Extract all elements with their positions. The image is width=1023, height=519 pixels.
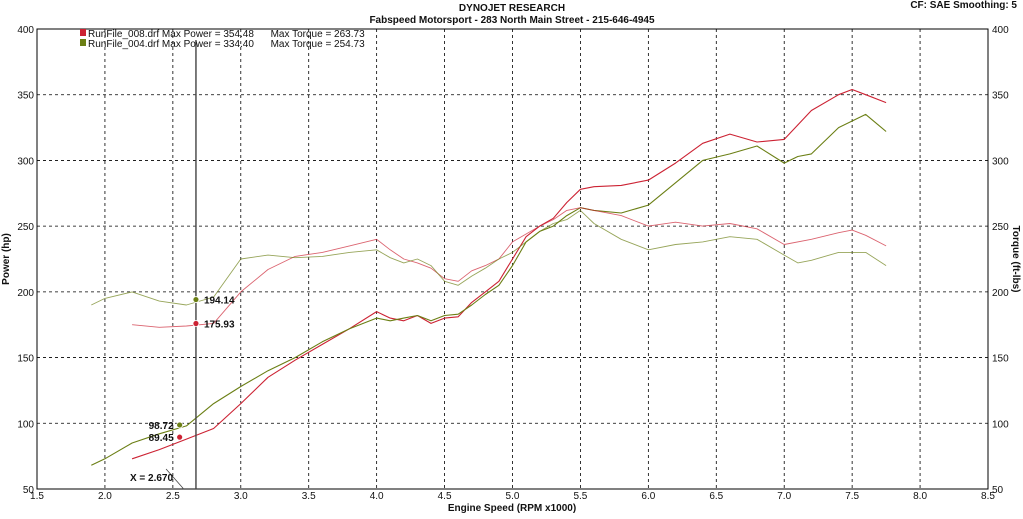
y-tick-label-right: 350 [992, 91, 1009, 102]
legend-entry-runfile-008[interactable]: RunFile_008.drf Max Power = 354.48 Max T… [80, 29, 365, 40]
x-tick-label: 3.5 [302, 491, 316, 502]
y-axis-title-left: Power (hp) [1, 233, 12, 285]
marker-dot [176, 433, 184, 441]
x-tick-label: 5.0 [506, 491, 520, 502]
cursor-pointer [165, 468, 185, 490]
y-tick-label-right: 50 [992, 485, 1004, 496]
y-tick-label-left: 350 [17, 91, 34, 102]
x-tick-label: 8.5 [981, 491, 995, 502]
x-tick-label: 7.5 [845, 491, 859, 502]
marker-label: 89.45 [149, 433, 174, 444]
x-tick-label: 7.0 [777, 491, 791, 502]
series-line-runfile-008-drf-torque [132, 207, 887, 328]
x-tick-label: 4.0 [370, 491, 384, 502]
legend-text-runfile-008: RunFile_008.drf Max Power = 354.48 Max T… [88, 29, 365, 40]
marker-label: 194.14 [204, 296, 235, 307]
x-tick-label: 2.5 [166, 491, 180, 502]
marker-dot [192, 296, 200, 303]
x-tick-label: 5.5 [573, 491, 587, 502]
cursor-label: X = 2.670 [130, 473, 174, 484]
y-tick-label-right: 300 [992, 156, 1009, 167]
y-tick-labels-left: 50 100 150 200 250 300 350 400 [17, 25, 34, 496]
x-tick-label: 2.0 [98, 491, 112, 502]
x-tick-label: 4.5 [438, 491, 452, 502]
x-axis-title: Engine Speed (RPM x1000) [448, 503, 576, 514]
legend: RunFile_008.drf Max Power = 354.48 Max T… [80, 29, 365, 50]
legend-swatch-runfile-008 [80, 29, 86, 36]
legend-swatch-runfile-004 [80, 39, 86, 46]
x-tick-label: 6.0 [641, 491, 655, 502]
x-tick-label: 3.0 [234, 491, 248, 502]
series-line-runfile-008-drf-power [131, 88, 887, 460]
y-tick-label-right: 250 [992, 222, 1009, 233]
marker-dot [176, 421, 184, 429]
y-tick-label-left: 200 [17, 288, 34, 299]
header-shop: Fabspeed Motorsport - 283 North Main Str… [369, 15, 655, 26]
legend-text-runfile-004: RunFile_004.drf Max Power = 334.40 Max T… [88, 39, 365, 50]
marker-label: 175.93 [204, 319, 235, 330]
y-tick-label-left: 250 [17, 222, 34, 233]
y-tick-label-right: 400 [992, 25, 1009, 36]
y-tick-labels-right: 50 100 150 200 250 300 350 400 [992, 25, 1009, 496]
series-line-runfile-004-drf-torque [91, 209, 887, 306]
y-tick-label-right: 200 [992, 288, 1009, 299]
y-tick-label-left: 300 [17, 156, 34, 167]
y-axis-title-right: Torque (ft-lbs) [1010, 225, 1021, 292]
series-lines [91, 88, 887, 466]
marker-label: 98.72 [149, 421, 174, 432]
series-line-runfile-004-drf-power [91, 113, 887, 466]
header-company: DYNOJET RESEARCH [459, 3, 565, 14]
y-tick-label-left: 100 [17, 419, 34, 430]
x-tick-label: 1.5 [30, 491, 44, 502]
header-settings: CF: SAE Smoothing: 5 [910, 0, 1017, 11]
plot-frame [36, 28, 989, 490]
y-tick-label-left: 150 [17, 354, 34, 365]
y-tick-label-left: 50 [23, 485, 35, 496]
x-tick-label: 8.0 [913, 491, 927, 502]
y-tick-label-right: 150 [992, 354, 1009, 365]
legend-entry-runfile-004[interactable]: RunFile_004.drf Max Power = 334.40 Max T… [80, 39, 365, 50]
y-tick-label-right: 100 [992, 419, 1009, 430]
cursor-group[interactable]: X = 2.670 [130, 40, 197, 490]
y-tick-label-left: 400 [17, 25, 34, 36]
x-tick-label: 6.5 [709, 491, 723, 502]
marker-dot [192, 320, 200, 327]
x-tick-labels: 1.5 2.0 2.5 3.0 3.5 4.0 4.5 5.0 5.5 6.0 6.5 7.0 7.5 8… [30, 491, 995, 502]
